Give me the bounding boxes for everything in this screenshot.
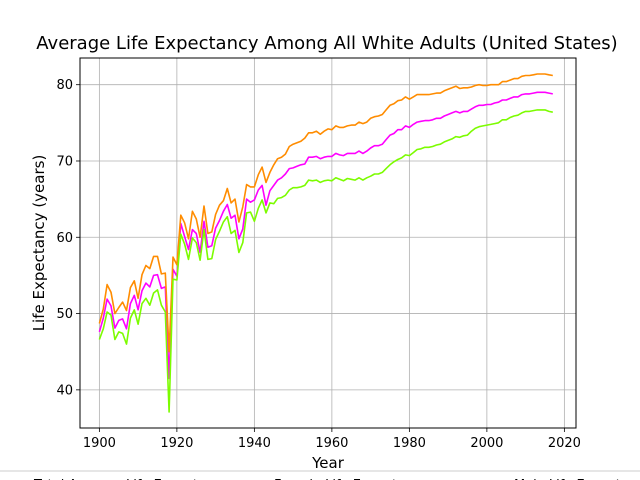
y-tick-label: 60 [56, 231, 73, 246]
legend-item: Female Life Expectancy [274, 478, 428, 480]
legend-label: Female Life Expectancy [274, 478, 428, 480]
x-axis-ticks: 1900 1920 1940 1960 1980 2000 2020 [83, 428, 581, 451]
series-line [98, 73, 553, 353]
x-axis-label: Year [311, 454, 345, 472]
plot-frame [79, 57, 577, 429]
series-line [98, 109, 553, 413]
legend-item: Male Life Expectancy [514, 478, 640, 480]
y-axis-ticks: 40 50 60 70 80 [56, 78, 80, 398]
y-tick-label: 70 [56, 154, 73, 169]
y-tick-label: 50 [56, 307, 73, 322]
chart-title: Average Life Expectancy Among All White … [36, 33, 617, 54]
legend-frame [0, 470, 640, 480]
legend-item: Total Average Life Expectancy [33, 478, 229, 480]
x-tick-label: 2000 [470, 436, 503, 451]
y-tick-label: 40 [56, 383, 73, 398]
x-tick-label: 1940 [238, 436, 271, 451]
legend: Total Average Life Expectancy Female Life… [0, 470, 640, 480]
y-tick-label: 80 [56, 78, 73, 93]
legend-label: Total Average Life Expectancy [33, 478, 229, 480]
x-tick-label: 1920 [160, 436, 193, 451]
x-tick-label: 1980 [393, 436, 426, 451]
legend-label: Male Life Expectancy [514, 478, 640, 480]
gridlines [80, 58, 576, 428]
legend-items: Total Average Life Expectancy Female Life… [33, 478, 640, 480]
x-tick-label: 1960 [315, 436, 348, 451]
series-line [98, 91, 553, 380]
x-tick-label: 1900 [83, 436, 116, 451]
series-lines [98, 73, 553, 413]
y-axis-label: Life Expectancy (years) [30, 155, 48, 332]
plot-area [80, 58, 576, 428]
x-tick-label: 2020 [548, 436, 581, 451]
